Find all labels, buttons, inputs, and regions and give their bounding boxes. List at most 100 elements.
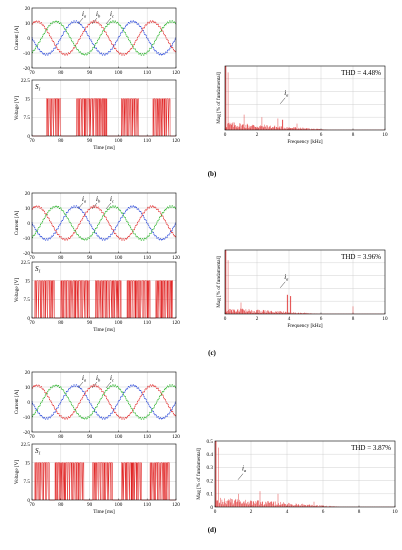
x-tick-label: 80 bbox=[58, 434, 64, 440]
phase-arrow bbox=[91, 381, 98, 389]
x-tick-label: 8 bbox=[352, 316, 355, 322]
y-tick-label: 0.4 bbox=[207, 452, 214, 458]
x-tick-label: 6 bbox=[320, 316, 323, 322]
y-tick-label: 20 bbox=[25, 370, 31, 376]
x-tick-label: 110 bbox=[143, 70, 151, 76]
y-tick-label: -20 bbox=[23, 66, 30, 72]
phase-arrow bbox=[105, 381, 112, 389]
voltage-ylabel: Voltage [V] bbox=[14, 278, 20, 303]
x-tick-label: 4 bbox=[288, 132, 291, 138]
spectrum-annotation: ia bbox=[284, 89, 289, 98]
time-xlabel: Time [ms] bbox=[93, 145, 115, 151]
plot-area bbox=[32, 80, 176, 136]
caption-d: (d) bbox=[208, 526, 217, 534]
x-tick-label: 6 bbox=[322, 509, 325, 515]
phase-label-c: ic bbox=[110, 10, 114, 19]
y-tick-label: 10 bbox=[25, 385, 31, 391]
x-tick-label: 100 bbox=[115, 138, 123, 144]
x-tick-label: 2 bbox=[256, 132, 259, 138]
x-tick-label: 100 bbox=[115, 434, 123, 440]
x-tick-label: 2 bbox=[250, 509, 253, 515]
current-ylabel: Current [A] bbox=[14, 211, 20, 236]
voltage-ylabel: Voltage [V] bbox=[14, 460, 20, 485]
x-tick-label: 120 bbox=[172, 138, 180, 144]
switch-label: S1 bbox=[35, 83, 41, 92]
y-tick-label: 15 bbox=[25, 460, 31, 466]
y-tick-label: 0 bbox=[27, 316, 30, 322]
y-tick-label: 7.5 bbox=[24, 297, 31, 303]
x-tick-label: 70 bbox=[29, 255, 35, 261]
y-tick-label: 0.3 bbox=[207, 465, 214, 471]
axes-frame bbox=[31, 79, 177, 137]
spectrum-plot: 0 2 4 6 8 10 Mag [% of fundamental] Frequency [… bbox=[215, 65, 388, 145]
phase-arrow bbox=[105, 17, 112, 25]
x-tick-label: 100 bbox=[115, 70, 123, 76]
spectrum-ylabel: Mag [% of fundamental] bbox=[215, 256, 222, 308]
switching-plot: 70 80 90 100 110 120 0 7.5 15 22.5 Voltage [V] Time… bbox=[14, 442, 180, 515]
y-tick-label: -10 bbox=[23, 236, 30, 242]
phase-label-b: ib bbox=[96, 374, 101, 383]
x-tick-label: 110 bbox=[143, 434, 151, 440]
y-tick-label: -10 bbox=[23, 415, 30, 421]
x-tick-label: 120 bbox=[172, 502, 180, 508]
x-tick-label: 70 bbox=[29, 70, 35, 76]
x-tick-label: 110 bbox=[143, 320, 151, 326]
y-tick-label: 7.5 bbox=[24, 115, 31, 121]
switching-plot: 70 80 90 100 110 120 0 7.5 15 22.5 Voltage [V] Time… bbox=[14, 78, 180, 151]
x-tick-label: 70 bbox=[29, 434, 35, 440]
current-ylabel: Current [A] bbox=[14, 390, 20, 415]
series-s1 bbox=[32, 462, 176, 501]
x-tick-label: 10 bbox=[392, 509, 398, 515]
y-tick-label: 20 bbox=[25, 191, 31, 197]
switching-plot: 70 80 90 100 110 120 0 7.5 15 22.5 Voltage [V] Time… bbox=[14, 260, 180, 333]
x-tick-label: 90 bbox=[87, 255, 93, 261]
switch-label: S1 bbox=[35, 265, 41, 274]
x-tick-label: 90 bbox=[87, 320, 93, 326]
x-tick-label: 120 bbox=[172, 434, 180, 440]
caption-c: (c) bbox=[208, 349, 216, 357]
phase-label-b: ib bbox=[96, 195, 101, 204]
phase-arrow bbox=[77, 17, 84, 25]
spectrum-plot: 0 2 4 6 8 10 0 0.1 0.2 0.3 0.4 0.5 Mag [% of fundame… bbox=[195, 439, 398, 515]
y-tick-label: 10 bbox=[25, 21, 31, 27]
time-xlabel: Time [ms] bbox=[93, 509, 115, 515]
spectrum-xlabel: Frequency [kHz] bbox=[287, 139, 323, 145]
voltage-ylabel: Voltage [V] bbox=[14, 96, 20, 121]
spectrum-ylabel: Mag [% of fundamental] bbox=[195, 448, 202, 500]
y-tick-label: 7.5 bbox=[24, 479, 31, 485]
x-tick-label: 80 bbox=[58, 70, 64, 76]
annotation-arrow bbox=[237, 473, 244, 480]
x-tick-label: 120 bbox=[172, 320, 180, 326]
x-tick-label: 4 bbox=[286, 509, 289, 515]
x-tick-label: 90 bbox=[87, 434, 93, 440]
x-tick-label: 10 bbox=[382, 132, 388, 138]
x-tick-label: 80 bbox=[58, 255, 64, 261]
phase-arrow bbox=[91, 202, 98, 210]
x-tick-label: 10 bbox=[382, 316, 388, 322]
thd-label: THD = 3.96% bbox=[341, 253, 381, 261]
annotation-arrow bbox=[280, 281, 286, 288]
annotation-arrow bbox=[280, 97, 286, 104]
x-tick-label: 120 bbox=[172, 70, 180, 76]
x-tick-label: 90 bbox=[87, 138, 93, 144]
x-tick-label: 90 bbox=[87, 70, 93, 76]
series-ic bbox=[31, 20, 177, 56]
caption-b: (b) bbox=[208, 170, 217, 178]
x-tick-label: 6 bbox=[320, 132, 323, 138]
spectrum-plot: 0 2 4 6 8 10 Mag [% of fundamental] Frequency [… bbox=[215, 249, 388, 329]
thd-label: THD = 4.48% bbox=[341, 69, 381, 77]
x-tick-label: 70 bbox=[29, 320, 35, 326]
x-tick-label: 0 bbox=[224, 132, 227, 138]
phase-label-a: ia bbox=[82, 10, 87, 19]
y-tick-label: 22.5 bbox=[21, 442, 30, 448]
plot-area bbox=[225, 250, 385, 314]
y-tick-label: 0 bbox=[210, 505, 213, 511]
y-tick-label: 0 bbox=[27, 400, 30, 406]
series-ic bbox=[31, 205, 177, 241]
y-tick-label: 0 bbox=[27, 498, 30, 504]
phase-arrow bbox=[77, 381, 84, 389]
y-tick-label: 22.5 bbox=[21, 260, 30, 266]
